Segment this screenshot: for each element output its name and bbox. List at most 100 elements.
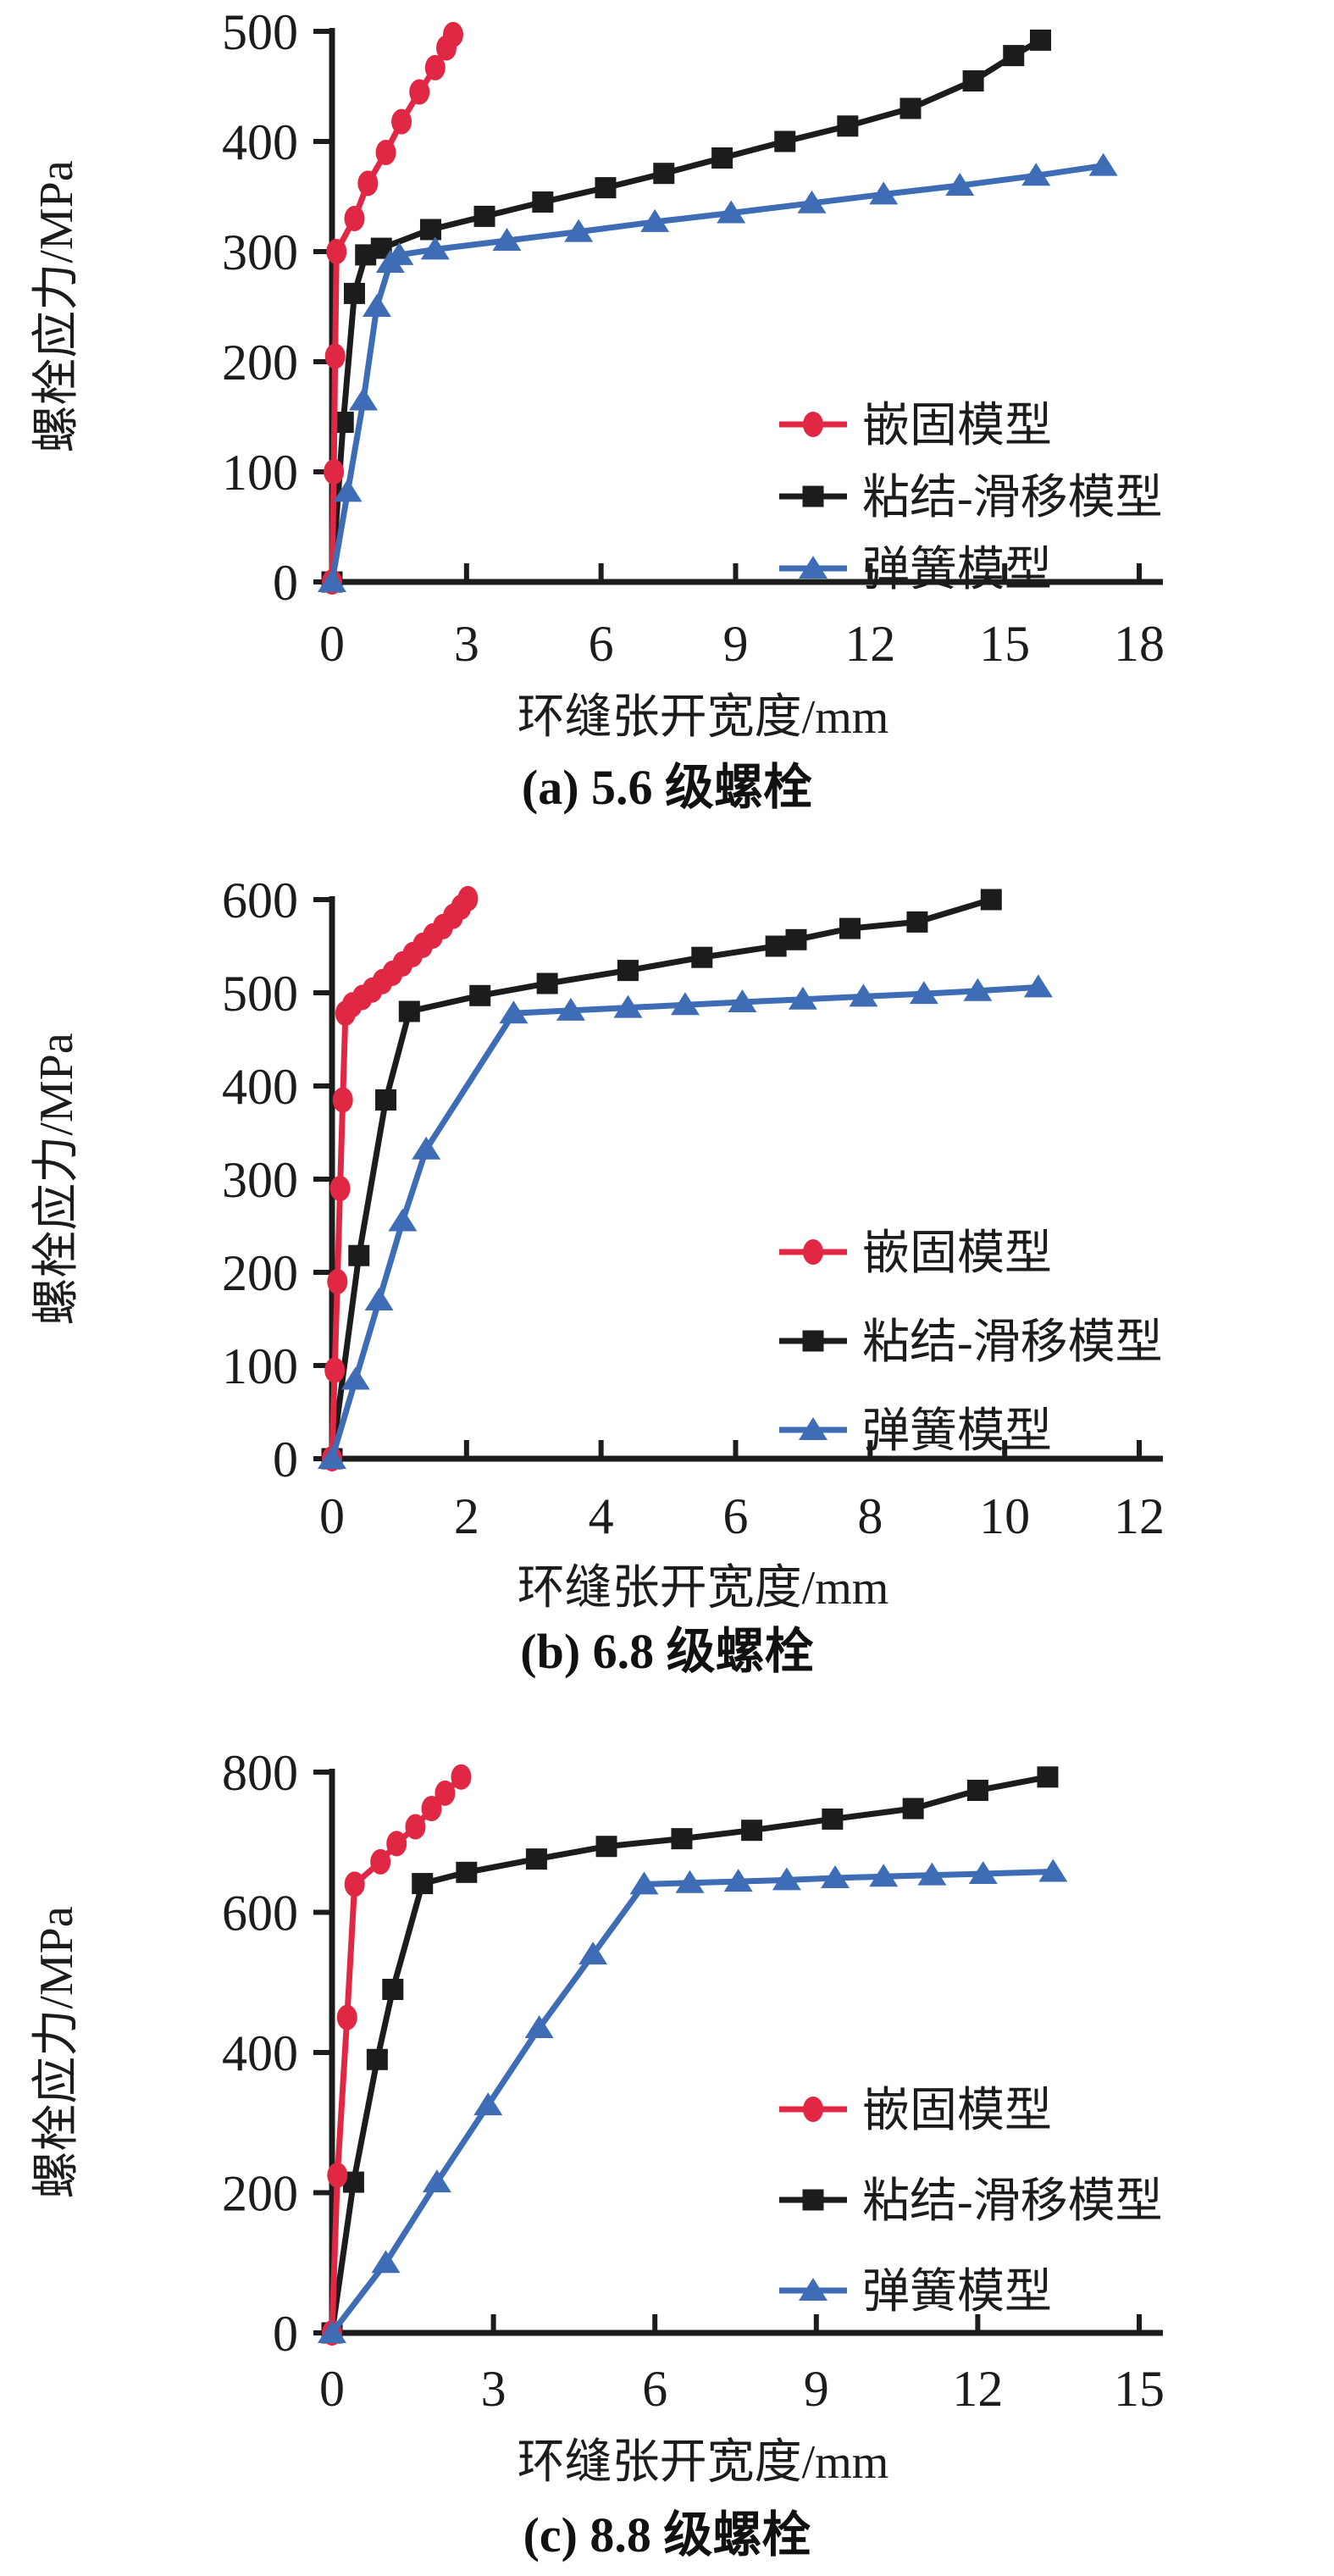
triangle-marker bbox=[968, 1860, 998, 1884]
triangle-marker bbox=[909, 981, 938, 1005]
square-marker bbox=[839, 917, 861, 939]
series-粘结-滑移模型 bbox=[321, 29, 1052, 593]
series-弹簧模型 bbox=[318, 1859, 1068, 2343]
chart-b-caption: (b) 6.8 级螺栓 bbox=[520, 1624, 814, 1679]
square-marker bbox=[822, 1808, 844, 1830]
y-tick-label: 200 bbox=[222, 335, 298, 391]
triangle-marker bbox=[318, 1446, 346, 1469]
triangle-marker bbox=[388, 1208, 418, 1232]
triangle-marker bbox=[340, 1366, 370, 1390]
circle-marker bbox=[336, 2004, 357, 2030]
square-marker bbox=[980, 889, 1002, 911]
tick-labels: 0 100 200 300 400 500 600 0 2 4 6 8 10 12 bbox=[222, 873, 1165, 1544]
y-tick-label: 200 bbox=[222, 1245, 298, 1301]
triangle-marker bbox=[917, 1862, 947, 1886]
square-marker bbox=[343, 282, 365, 304]
triangle-marker bbox=[797, 190, 827, 213]
square-marker bbox=[774, 130, 796, 152]
series-嵌固模型 bbox=[322, 1764, 472, 2346]
triangle-marker bbox=[717, 200, 746, 224]
x-tick-label: 10 bbox=[979, 1488, 1030, 1544]
circle-marker bbox=[386, 1831, 407, 1857]
triangle-marker bbox=[869, 181, 899, 205]
triangle-marker bbox=[422, 2169, 451, 2193]
square-marker bbox=[691, 946, 713, 968]
legend-label: 粘结-滑移模型 bbox=[862, 472, 1163, 524]
square-marker bbox=[962, 70, 984, 91]
circle-marker bbox=[375, 140, 396, 165]
circle-marker bbox=[451, 1764, 472, 1790]
square-marker bbox=[765, 935, 787, 957]
square-marker bbox=[899, 97, 922, 119]
triangle-marker bbox=[788, 986, 817, 1010]
y-tick-label: 100 bbox=[222, 445, 298, 501]
y-axis-title: 螺栓应力/MPa bbox=[30, 160, 83, 452]
triangle-marker bbox=[556, 997, 585, 1021]
y-tick-label: 600 bbox=[222, 1886, 298, 1942]
x-tick-label: 12 bbox=[1114, 1488, 1165, 1544]
chart-a-canvas: 0 100 200 300 400 500 0 3 6 9 12 15 18 嵌固模型粘结-滑移模型弹簧模… bbox=[30, 4, 1165, 744]
square-marker bbox=[671, 1828, 693, 1850]
square-marker bbox=[366, 2048, 388, 2070]
y-tick-label: 400 bbox=[222, 1059, 298, 1115]
square-marker bbox=[398, 1000, 420, 1022]
x-tick-label: 3 bbox=[481, 2361, 506, 2417]
square-marker bbox=[419, 219, 441, 241]
triangle-marker bbox=[364, 1288, 394, 1310]
x-tick-label: 9 bbox=[723, 616, 749, 672]
y-tick-label: 400 bbox=[222, 114, 298, 170]
series-line bbox=[329, 163, 1104, 583]
x-tick-label: 2 bbox=[454, 1488, 479, 1544]
triangle-marker bbox=[945, 173, 975, 196]
axes bbox=[329, 1769, 1163, 2336]
circle-marker bbox=[326, 239, 347, 264]
circle-marker bbox=[327, 1269, 348, 1294]
square-marker bbox=[785, 928, 807, 950]
triangle-marker bbox=[799, 1417, 828, 1440]
circle-marker bbox=[435, 1780, 456, 1806]
y-tick-label: 500 bbox=[222, 966, 298, 1022]
legend-label: 粘结-滑移模型 bbox=[862, 2175, 1163, 2228]
square-marker bbox=[802, 1330, 824, 1352]
square-marker bbox=[741, 1820, 763, 1842]
triangle-marker bbox=[799, 556, 828, 579]
triangle-marker bbox=[675, 1870, 705, 1893]
circle-marker bbox=[421, 1796, 442, 1822]
circle-marker bbox=[803, 2097, 823, 2122]
chart-c-caption: (c) 8.8 级螺栓 bbox=[523, 2507, 811, 2562]
series-嵌固模型 bbox=[322, 885, 479, 1471]
square-marker bbox=[412, 1873, 434, 1895]
series-粘结-滑移模型 bbox=[321, 1766, 1059, 2344]
circle-marker bbox=[803, 1239, 823, 1265]
x-tick-label: 8 bbox=[857, 1488, 883, 1544]
y-tick-label: 300 bbox=[222, 224, 298, 280]
x-tick-label: 15 bbox=[979, 616, 1030, 672]
square-marker bbox=[473, 205, 495, 227]
triangle-marker bbox=[473, 2092, 503, 2116]
square-marker bbox=[711, 147, 733, 169]
square-marker bbox=[595, 1836, 617, 1858]
chart-c: 0 200 400 600 800 0 3 6 9 12 15 嵌固模型 粘结-滑移模型 弹簧模型 环缝张开… bbox=[0, 1681, 1334, 2563]
triangle-marker bbox=[640, 208, 670, 232]
x-axis-title: 环缝张开宽度/mm bbox=[518, 2436, 889, 2489]
legend-label: 弹簧模型 bbox=[862, 2266, 1052, 2318]
triangle-marker bbox=[578, 1942, 608, 1965]
square-marker bbox=[617, 960, 639, 982]
legend-label: 嵌固模型 bbox=[862, 400, 1052, 452]
x-axis-title: 环缝张开宽度/mm bbox=[518, 1562, 889, 1615]
series-line bbox=[329, 983, 1039, 1460]
y-tick-label: 800 bbox=[222, 1745, 298, 1801]
chart-b: 0 100 200 300 400 500 600 0 2 4 6 8 10 12 嵌固模型 粘结-滑移模型弹… bbox=[0, 817, 1334, 1681]
triangle-marker bbox=[1038, 1859, 1068, 1882]
legend-label: 嵌固模型 bbox=[862, 2085, 1052, 2137]
triangle-marker bbox=[524, 2015, 554, 2039]
square-marker bbox=[802, 485, 824, 507]
triangle-marker bbox=[362, 294, 391, 317]
triangle-marker bbox=[385, 241, 414, 265]
triangle-marker bbox=[869, 1864, 899, 1887]
triangle-marker bbox=[629, 1871, 659, 1895]
square-marker bbox=[902, 1798, 924, 1820]
series-line bbox=[329, 1774, 1049, 2334]
triangle-marker bbox=[1021, 163, 1051, 186]
